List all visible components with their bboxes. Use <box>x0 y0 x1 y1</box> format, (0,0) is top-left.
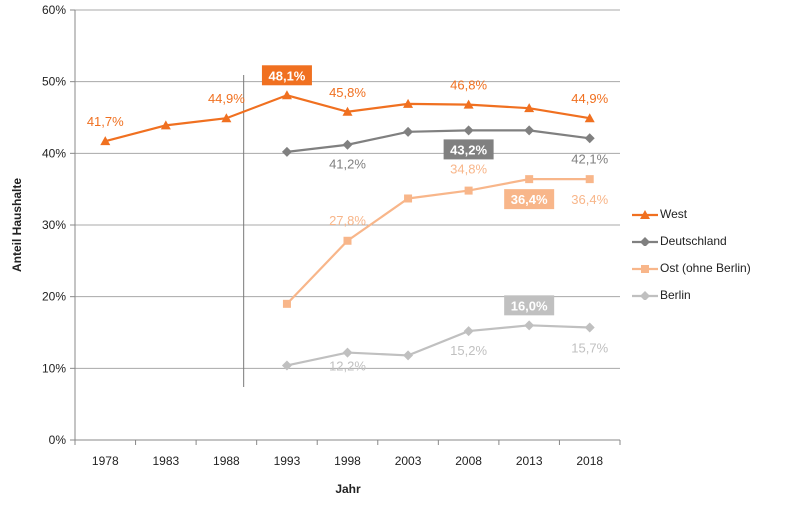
data-point-ost-ohne-berlin <box>464 186 473 195</box>
data-point-ost-ohne-berlin <box>282 299 291 308</box>
data-point-berlin <box>524 320 535 331</box>
legend-item-deutschland: Deutschland <box>632 227 782 254</box>
series-line-west <box>105 94 590 143</box>
data-point-west <box>524 103 535 113</box>
legend-label: Deutschland <box>660 233 727 248</box>
data-label-berlin: 15,7% <box>571 340 608 355</box>
x-tick-label: 1978 <box>92 454 119 468</box>
y-axis-title: Anteil Haushalte <box>10 178 24 272</box>
data-point-berlin <box>403 350 414 361</box>
legend-swatch-berlin <box>632 290 658 300</box>
data-point-berlin <box>281 360 292 371</box>
data-point-west <box>160 120 171 130</box>
highlight-box-berlin <box>504 295 555 316</box>
data-label-ost-ohne-berlin: 34,8% <box>450 162 487 177</box>
highlight-label-deutschland: 43,2% <box>450 142 487 157</box>
y-tick-label: 20% <box>42 290 66 304</box>
legend-swatch-west <box>632 209 658 219</box>
legend-swatch-ost-ohne-berlin <box>632 264 658 273</box>
data-point-west <box>463 99 474 109</box>
y-tick-label: 30% <box>42 218 66 232</box>
data-point-berlin <box>342 347 353 358</box>
data-point-berlin <box>463 326 474 337</box>
legend-item-west: West <box>632 200 782 227</box>
x-tick-label: 1998 <box>334 454 361 468</box>
legend-label: Ost (ohne Berlin) <box>660 260 751 275</box>
series-line-berlin <box>286 324 590 367</box>
data-point-ost-ohne-berlin <box>404 194 413 203</box>
data-point-deutschland <box>342 139 353 150</box>
data-point-ost-ohne-berlin <box>585 175 594 184</box>
highlight-box-west <box>261 65 312 86</box>
legend-swatch-deutschland <box>632 236 658 246</box>
x-tick-label: 2018 <box>576 454 603 468</box>
x-tick-label: 2003 <box>395 454 422 468</box>
x-tick-label: 1988 <box>213 454 240 468</box>
data-point-west <box>584 113 595 123</box>
series-line-deutschland <box>286 129 590 153</box>
data-label-berlin: 12,2% <box>329 359 366 374</box>
data-point-west <box>403 98 414 108</box>
chart-legend: West Deutschland Ost (ohne Berlin) Berlin <box>632 200 782 308</box>
series-line-ost-ohne-berlin <box>286 178 590 305</box>
y-tick-label: 10% <box>42 361 66 375</box>
data-point-deutschland <box>463 125 474 136</box>
data-point-ost-ohne-berlin <box>525 175 534 184</box>
data-label-ost-ohne-berlin: 27,8% <box>329 213 366 228</box>
data-label-west: 44,9% <box>571 91 608 106</box>
x-tick-label: 2008 <box>455 454 482 468</box>
data-point-west <box>342 106 353 116</box>
legend-label: Berlin <box>660 287 691 302</box>
data-point-west <box>281 90 292 100</box>
data-label-west: 41,7% <box>87 114 124 129</box>
x-tick-label: 1983 <box>152 454 179 468</box>
highlight-label-ost-ohne-berlin: 36,4% <box>511 192 548 207</box>
data-label-berlin: 15,2% <box>450 343 487 358</box>
highlight-box-ost-ohne-berlin <box>504 189 555 210</box>
data-point-deutschland <box>584 133 595 144</box>
legend-item-berlin: Berlin <box>632 281 782 308</box>
legend-label: West <box>660 206 688 221</box>
highlight-label-berlin: 16,0% <box>511 298 548 313</box>
y-tick-label: 0% <box>49 433 67 447</box>
data-point-deutschland <box>281 146 292 157</box>
data-label-ost-ohne-berlin: 36,4% <box>571 192 608 207</box>
data-label-deutschland: 42,1% <box>571 151 608 166</box>
data-label-west: 44,9% <box>208 91 245 106</box>
x-tick-label: 2013 <box>516 454 543 468</box>
data-point-deutschland <box>403 126 414 137</box>
data-point-ost-ohne-berlin <box>343 236 352 245</box>
data-label-deutschland: 41,2% <box>329 157 366 172</box>
data-point-deutschland <box>524 125 535 136</box>
data-label-west: 46,8% <box>450 78 487 93</box>
data-point-west <box>100 136 111 146</box>
x-axis-title: Jahr <box>335 482 361 496</box>
data-label-west: 45,8% <box>329 85 366 100</box>
y-tick-label: 50% <box>42 75 66 89</box>
x-tick-label: 1993 <box>274 454 301 468</box>
y-tick-label: 60% <box>42 3 66 17</box>
data-point-berlin <box>584 322 595 333</box>
data-point-west <box>221 113 232 123</box>
highlight-box-deutschland <box>443 139 494 160</box>
highlight-label-west: 48,1% <box>269 68 306 83</box>
legend-item-ost-ohne-berlin: Ost (ohne Berlin) <box>632 254 782 281</box>
y-tick-label: 40% <box>42 146 66 160</box>
